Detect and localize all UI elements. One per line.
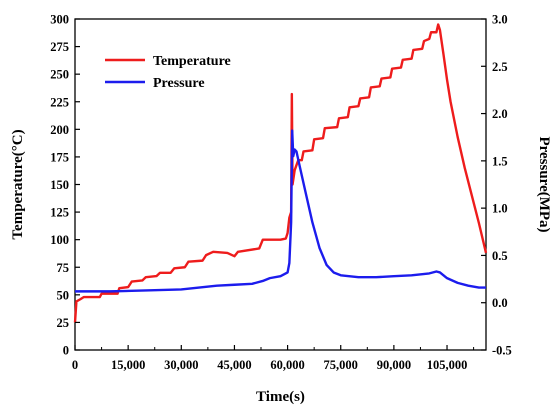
x-tick-label: 45,000 — [217, 358, 251, 372]
right-y-tick-label: 3.0 — [492, 13, 508, 27]
x-tick-label: 0 — [72, 358, 78, 372]
right-y-tick-label: 1.5 — [492, 154, 508, 168]
left-y-tick-label: 175 — [50, 150, 69, 164]
x-tick-label: 105,000 — [427, 358, 468, 372]
left-y-tick-label: 75 — [57, 261, 70, 275]
left-y-tick-label: 300 — [50, 13, 69, 27]
right-y-axis-title: Pressure(MPa) — [536, 136, 550, 232]
right-y-tick-label: -0.5 — [492, 344, 512, 358]
left-y-axis-title: Temperature(°C) — [10, 129, 26, 239]
left-y-tick-label: 100 — [50, 233, 69, 247]
right-y-tick-label: 1.0 — [492, 202, 508, 216]
x-tick-label: 30,000 — [164, 358, 198, 372]
plot-area — [74, 18, 487, 351]
x-tick-label: 60,000 — [270, 358, 304, 372]
left-y-tick-label: 0 — [63, 344, 69, 358]
axes-layer: 0 15,000 30,000 45,000 60,000 75,000 90,000 105… — [50, 13, 512, 373]
left-y-tick-label: 275 — [50, 40, 69, 54]
right-y-tick-label: 0.0 — [492, 296, 508, 310]
left-y-tick-label: 150 — [50, 178, 69, 192]
series-layer — [73, 23, 488, 323]
legend-label-pressure: Pressure — [153, 76, 205, 91]
right-y-tick-label: 2.5 — [492, 60, 508, 74]
left-y-tick-label: 200 — [50, 123, 69, 137]
left-y-tick-label: 25 — [57, 316, 70, 330]
x-axis-title: Time(s) — [256, 389, 305, 405]
x-tick-label: 75,000 — [324, 358, 358, 372]
x-tick-label: 90,000 — [377, 358, 411, 372]
x-tick-label: 15,000 — [111, 358, 145, 372]
left-y-tick-label: 125 — [50, 206, 69, 220]
left-y-tick-label: 250 — [50, 68, 69, 82]
series-line-temperature — [73, 23, 488, 323]
series-line-pressure — [75, 129, 486, 293]
legend: Temperature Pressure — [105, 54, 231, 91]
right-y-tick-label: 0.5 — [492, 249, 508, 263]
legend-label-temperature: Temperature — [153, 54, 231, 69]
left-y-tick-label: 50 — [57, 288, 70, 302]
plot-frame — [74, 18, 487, 351]
left-y-tick-label: 225 — [50, 95, 69, 109]
right-y-tick-label: 2.0 — [492, 107, 508, 121]
